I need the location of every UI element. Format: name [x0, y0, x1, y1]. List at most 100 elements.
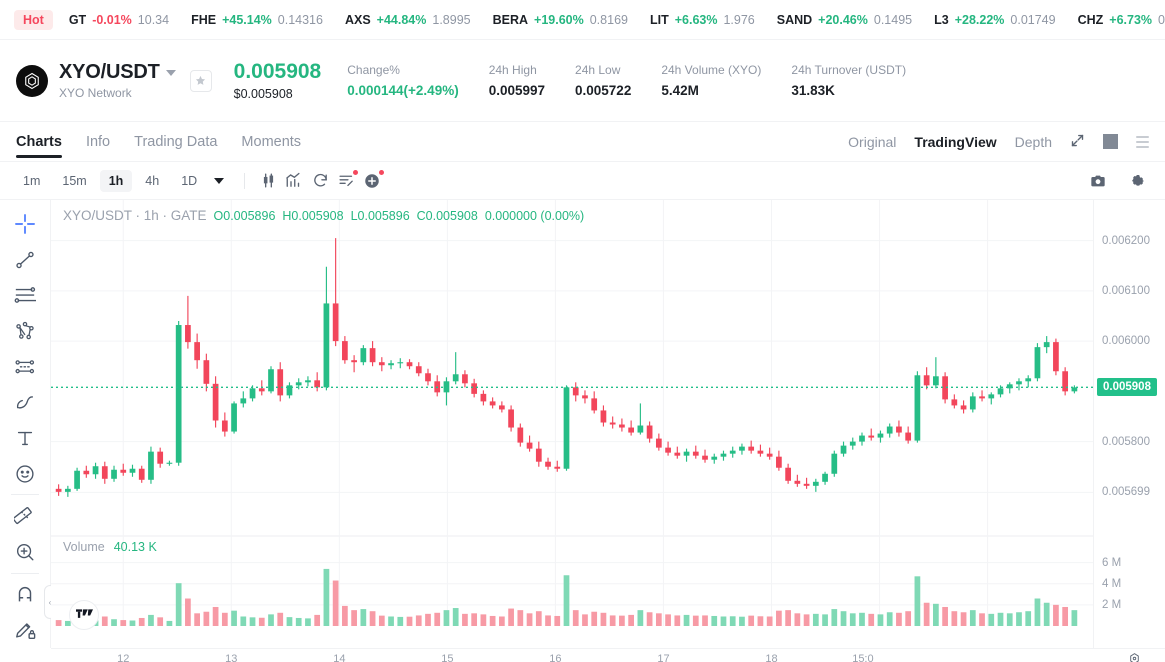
stat-label: Change%	[347, 63, 400, 77]
ticker-item[interactable]: FHE +45.14% 0.14316	[191, 13, 323, 27]
ticker-price: 0.14316	[277, 12, 323, 27]
ticker-symbol: L3	[934, 12, 949, 27]
last-price: 0.005908	[233, 60, 322, 84]
camera-icon[interactable]	[1085, 168, 1111, 194]
volume-legend: Volume 40.13 K	[63, 540, 157, 554]
candlestick-type-icon[interactable]	[255, 168, 281, 194]
time-axis-tick: 12	[117, 653, 130, 662]
undo-refresh-icon[interactable]	[307, 168, 333, 194]
zoom-in-icon[interactable]	[7, 534, 43, 570]
time-axis-tick: 18	[765, 653, 778, 662]
chart-legend-title: XYO/USDT · 1h · GATE	[63, 208, 207, 223]
trendline-icon[interactable]	[7, 242, 43, 278]
market-ticker-strip[interactable]: Hot GT -0.01% 10.34 FHE +45.14% 0.14316 AXS +44…	[0, 0, 1165, 40]
chevron-down-icon[interactable]	[165, 69, 176, 76]
network-label: XYO Network	[59, 86, 132, 100]
toolbar-divider	[11, 494, 39, 496]
pencil-lock-icon[interactable]	[7, 612, 43, 648]
ticker-item[interactable]: SAND +20.46% 0.1495	[777, 13, 912, 27]
volume-value: 40.13 K	[113, 540, 157, 554]
legend-high: H0.005908	[282, 209, 344, 223]
compare-list-icon[interactable]	[333, 168, 359, 194]
candlestick-canvas[interactable]	[51, 200, 1093, 648]
timeframe-15m[interactable]: 15m	[62, 173, 87, 188]
ticker-change: +6.73%	[1109, 12, 1153, 27]
price-chart-plot[interactable]: XYO/USDT · 1h · GATE O0.005896 H0.005908…	[51, 200, 1093, 648]
ticker-item[interactable]: L3 +28.22% 0.01749	[934, 13, 1055, 27]
section-tabbar: Charts Info Trading Data Moments Original Tr…	[0, 122, 1165, 162]
ticker-change: -0.01%	[92, 12, 132, 27]
header-stat: 24h Low 0.005722	[575, 63, 631, 98]
notification-dot	[353, 169, 359, 175]
page-title: XYO/USDT	[59, 61, 160, 83]
stat-value: 31.83K	[791, 83, 835, 98]
pair-name-block[interactable]: XYO/USDT XYO Network	[59, 61, 176, 100]
fib-retracement-icon[interactable]	[7, 277, 43, 313]
view-option-original[interactable]: Original	[848, 133, 897, 150]
ticker-item[interactable]: BERA +19.60% 0.8169	[493, 13, 628, 27]
price-axis-tick: 0.005699	[1102, 486, 1150, 499]
tradingview-logo-icon[interactable]	[69, 600, 99, 630]
price-axis-tick: 0.006200	[1102, 234, 1150, 247]
stat-label: 24h Turnover (USDT)	[791, 63, 907, 77]
ticker-symbol: BERA	[492, 12, 529, 27]
ticker-item[interactable]: AXS +44.84% 1.8995	[345, 13, 471, 27]
emoji-icon[interactable]	[7, 456, 43, 492]
view-option-depth[interactable]: Depth	[1014, 133, 1052, 150]
legend-open: O0.005896	[213, 209, 276, 223]
ticker-item[interactable]: GT -0.01% 10.34	[69, 13, 169, 27]
tab-moments[interactable]: Moments	[241, 133, 302, 150]
legend-close: C0.005908	[416, 209, 478, 223]
ticker-price: 0.06182	[1158, 12, 1165, 27]
current-price-badge: 0.005908	[1097, 378, 1157, 397]
ruler-icon[interactable]	[7, 498, 43, 534]
favorite-star-button[interactable]	[189, 69, 212, 92]
ticker-item[interactable]: CHZ +6.73% 0.06182	[1078, 13, 1165, 27]
indicators-icon[interactable]	[281, 168, 307, 194]
ticker-change: +44.84%	[376, 12, 427, 27]
time-axis[interactable]: 12 13 14 15 16 17 18 15:0	[51, 648, 1165, 662]
crosshair-icon[interactable]	[7, 206, 43, 242]
layout-square-icon[interactable]	[1103, 134, 1118, 149]
add-indicator-icon[interactable]	[359, 168, 385, 194]
legend-low: L0.005896	[350, 209, 410, 223]
volume-axis-tick: 6 M	[1102, 556, 1122, 569]
ticker-symbol: CHZ	[1077, 12, 1104, 27]
stat-value: 5.42M	[661, 83, 699, 98]
timeframe-1m[interactable]: 1m	[23, 173, 41, 188]
timeframe-1D[interactable]: 1D	[181, 173, 198, 188]
timeframe-chevron-down-icon[interactable]	[214, 177, 225, 184]
volume-axis-tick: 4 M	[1102, 577, 1122, 590]
volume-label: Volume	[63, 540, 105, 554]
tab-charts[interactable]: Charts	[16, 122, 62, 162]
view-option-tradingview[interactable]: TradingView	[914, 133, 997, 150]
pair-header: XYO/USDT XYO Network 0.005908 $0.005908 …	[0, 40, 1165, 122]
legend-change: 0.000000 (0.00%)	[484, 209, 585, 223]
tab-info[interactable]: Info	[85, 133, 111, 150]
text-icon[interactable]	[7, 420, 43, 456]
expand-icon[interactable]	[1070, 133, 1085, 151]
header-stat: Change% 0.000144(+2.49%)	[347, 63, 458, 98]
menu-icon[interactable]	[1136, 135, 1149, 148]
brush-icon[interactable]	[7, 384, 43, 420]
last-price-usd: $0.005908	[233, 86, 293, 101]
price-axis[interactable]: 0.006200 0.006100 0.006000 0.005800 0.005699…	[1093, 200, 1165, 648]
timeframe-1h[interactable]: 1h	[99, 169, 133, 192]
time-axis-tick: 14	[333, 653, 346, 662]
pitchfork-icon[interactable]	[7, 313, 43, 349]
header-stat: 24h Turnover (USDT) 31.83K	[791, 63, 906, 98]
timeframe-4h[interactable]: 4h	[145, 173, 160, 188]
ticker-change: +6.63%	[674, 12, 718, 27]
chart-toolbar: 1m 15m 1h 4h 1D	[0, 162, 1165, 200]
hot-badge: Hot	[14, 9, 53, 30]
tab-trading-data[interactable]: Trading Data	[134, 133, 218, 150]
price-axis-tick: 0.005800	[1102, 435, 1150, 448]
stat-value: 0.000144(+2.49%)	[347, 83, 459, 98]
toolbar-divider	[11, 572, 39, 574]
ticker-item[interactable]: LIT +6.63% 1.976	[650, 13, 755, 27]
clock-icon[interactable]	[1128, 652, 1141, 662]
time-axis-tick: 15	[441, 653, 454, 662]
magnet-icon[interactable]	[7, 577, 43, 613]
settings-gear-icon[interactable]	[1125, 168, 1151, 194]
pattern-icon[interactable]	[7, 349, 43, 385]
